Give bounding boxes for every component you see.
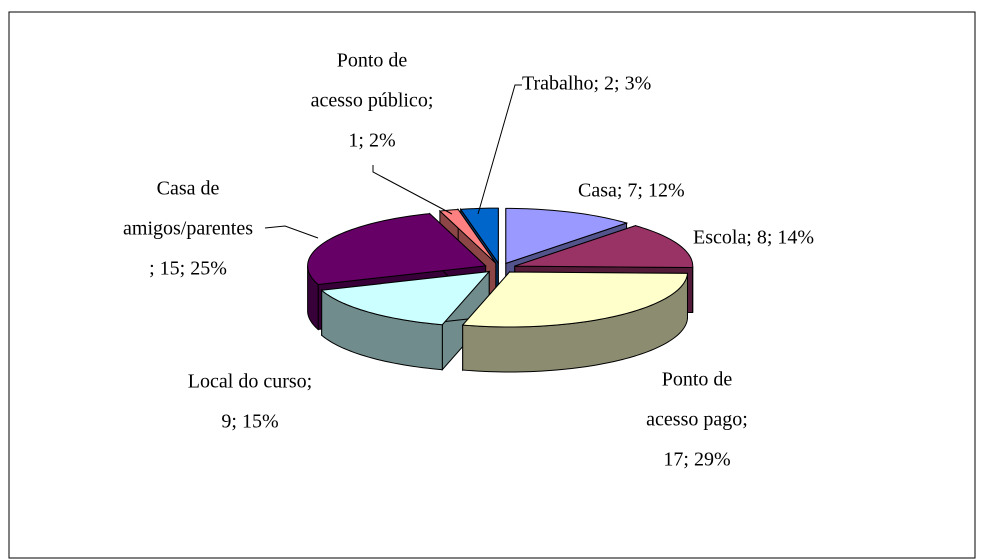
data-label: Local do curso; (188, 371, 312, 393)
data-label: 17; 29% (663, 449, 730, 471)
data-label: Ponto de (337, 50, 408, 72)
data-label: acesso público; (311, 90, 434, 112)
leader-line (264, 225, 319, 239)
slice (505, 207, 629, 265)
slice (320, 270, 491, 326)
data-label: ; 15; 25% (149, 258, 227, 280)
data-label: acesso pago; (646, 409, 748, 431)
pie (307, 207, 694, 373)
data-label: 1; 2% (348, 130, 395, 152)
data-label: Casa; 7; 12% (578, 180, 685, 202)
leader-line (372, 165, 453, 215)
slice (438, 208, 497, 264)
leader-line (477, 84, 522, 215)
data-label: Ponto de (662, 369, 733, 391)
slice (461, 271, 689, 328)
labels: Casa; 7; 12% Escola; 8; 14% Ponto de acesso… (123, 50, 814, 471)
data-label: amigos/parentes (123, 218, 253, 240)
slice (514, 225, 694, 269)
data-label: Casa de (157, 178, 220, 200)
data-label: 9; 15% (221, 411, 278, 433)
slice (307, 213, 487, 286)
slice (461, 270, 689, 373)
data-label: Escola; 8; 14% (693, 227, 814, 249)
data-label: Trabalho; 2; 3% (522, 73, 651, 95)
slice (320, 270, 491, 372)
